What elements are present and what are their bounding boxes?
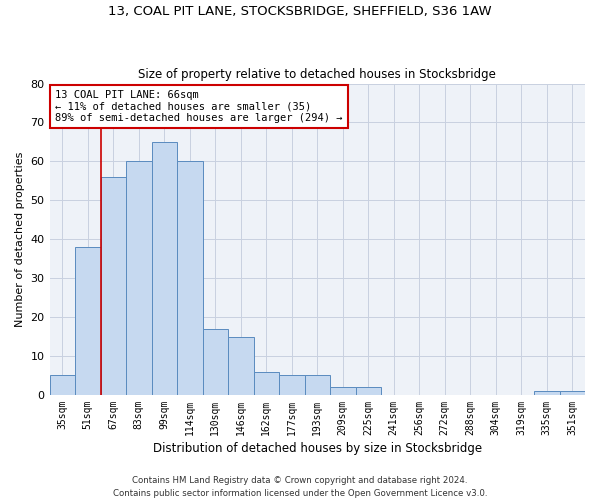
Bar [534,391,560,395]
Bar [203,329,228,395]
X-axis label: Distribution of detached houses by size in Stocksbridge: Distribution of detached houses by size … [153,442,482,455]
Bar [75,247,101,395]
Bar [560,391,585,395]
Text: 13, COAL PIT LANE, STOCKSBRIDGE, SHEFFIELD, S36 1AW: 13, COAL PIT LANE, STOCKSBRIDGE, SHEFFIE… [108,5,492,18]
Bar [177,162,203,395]
Bar [101,177,126,395]
Bar [228,336,254,395]
Bar [152,142,177,395]
Text: 13 COAL PIT LANE: 66sqm
← 11% of detached houses are smaller (35)
89% of semi-de: 13 COAL PIT LANE: 66sqm ← 11% of detache… [55,90,343,123]
Bar [330,387,356,395]
Bar [50,376,75,395]
Bar [356,387,381,395]
Bar [279,376,305,395]
Text: Contains HM Land Registry data © Crown copyright and database right 2024.
Contai: Contains HM Land Registry data © Crown c… [113,476,487,498]
Bar [126,162,152,395]
Bar [254,372,279,395]
Title: Size of property relative to detached houses in Stocksbridge: Size of property relative to detached ho… [139,68,496,81]
Y-axis label: Number of detached properties: Number of detached properties [15,152,25,327]
Bar [305,376,330,395]
